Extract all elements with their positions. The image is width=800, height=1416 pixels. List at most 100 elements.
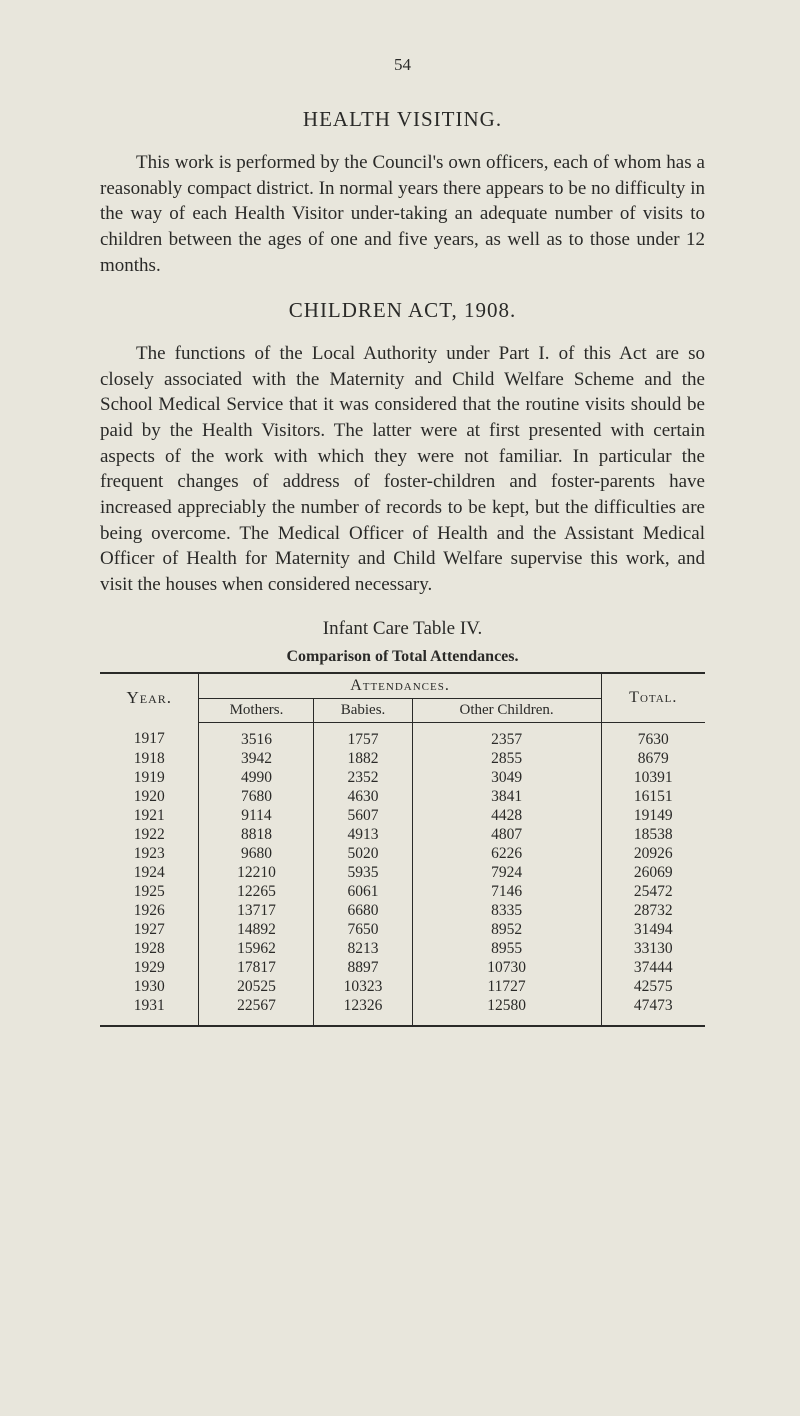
header-other: Other Children. [412, 698, 601, 722]
page-number: 54 [100, 55, 705, 75]
cell-other: 7146 [412, 882, 601, 901]
cell-year: 1921 [100, 806, 199, 825]
cell-year: 1917 [100, 722, 199, 749]
header-attendances: Attendances. [199, 673, 601, 699]
cell-year: 1928 [100, 939, 199, 958]
cell-other: 12580 [412, 996, 601, 1026]
cell-other: 8952 [412, 920, 601, 939]
cell-year: 1927 [100, 920, 199, 939]
cell-total: 7630 [601, 722, 705, 749]
paragraph-children-act: The functions of the Local Authority und… [100, 341, 705, 597]
table-row: 19183942188228558679 [100, 749, 705, 768]
cell-babies: 10323 [314, 977, 412, 996]
cell-other: 8335 [412, 901, 601, 920]
cell-year: 1930 [100, 977, 199, 996]
cell-other: 3049 [412, 768, 601, 787]
cell-mothers: 12265 [199, 882, 314, 901]
cell-year: 1919 [100, 768, 199, 787]
cell-babies: 8213 [314, 939, 412, 958]
cell-other: 11727 [412, 977, 601, 996]
cell-mothers: 4990 [199, 768, 314, 787]
cell-total: 31494 [601, 920, 705, 939]
cell-year: 1929 [100, 958, 199, 977]
header-babies: Babies. [314, 698, 412, 722]
table-row: 192076804630384116151 [100, 787, 705, 806]
cell-mothers: 3942 [199, 749, 314, 768]
cell-year: 1931 [100, 996, 199, 1026]
cell-year: 1925 [100, 882, 199, 901]
cell-year: 1923 [100, 844, 199, 863]
cell-other: 2357 [412, 722, 601, 749]
cell-mothers: 14892 [199, 920, 314, 939]
section-title-health-visiting: HEALTH VISITING. [100, 107, 705, 132]
cell-babies: 5935 [314, 863, 412, 882]
cell-mothers: 15962 [199, 939, 314, 958]
paragraph-text: This work is performed by the Council's … [100, 152, 705, 276]
table-row: 1924122105935792426069 [100, 863, 705, 882]
cell-babies: 7650 [314, 920, 412, 939]
table-row: 1925122656061714625472 [100, 882, 705, 901]
cell-year: 1918 [100, 749, 199, 768]
paragraph-text: The functions of the Local Authority und… [100, 343, 705, 595]
cell-other: 3841 [412, 787, 601, 806]
cell-mothers: 13717 [199, 901, 314, 920]
cell-total: 18538 [601, 825, 705, 844]
cell-mothers: 9114 [199, 806, 314, 825]
cell-other: 8955 [412, 939, 601, 958]
header-year: Year. [100, 673, 199, 723]
cell-babies: 1882 [314, 749, 412, 768]
cell-babies: 5607 [314, 806, 412, 825]
cell-babies: 4913 [314, 825, 412, 844]
cell-other: 6226 [412, 844, 601, 863]
cell-total: 19149 [601, 806, 705, 825]
cell-year: 1924 [100, 863, 199, 882]
table-row: 19173516175723577630 [100, 722, 705, 749]
cell-babies: 1757 [314, 722, 412, 749]
cell-mothers: 7680 [199, 787, 314, 806]
table-row: 1927148927650895231494 [100, 920, 705, 939]
table-row: 192191145607442819149 [100, 806, 705, 825]
cell-total: 26069 [601, 863, 705, 882]
cell-mothers: 22567 [199, 996, 314, 1026]
table-row: 193122567123261258047473 [100, 996, 705, 1026]
cell-mothers: 17817 [199, 958, 314, 977]
cell-other: 4428 [412, 806, 601, 825]
header-mothers: Mothers. [199, 698, 314, 722]
cell-total: 16151 [601, 787, 705, 806]
cell-total: 33130 [601, 939, 705, 958]
paragraph-health-visiting: This work is performed by the Council's … [100, 150, 705, 278]
cell-other: 7924 [412, 863, 601, 882]
cell-total: 20926 [601, 844, 705, 863]
cell-babies: 5020 [314, 844, 412, 863]
cell-mothers: 12210 [199, 863, 314, 882]
cell-other: 10730 [412, 958, 601, 977]
cell-babies: 12326 [314, 996, 412, 1026]
section-title-children-act: CHILDREN ACT, 1908. [100, 298, 705, 323]
table-row: 192396805020622620926 [100, 844, 705, 863]
cell-total: 10391 [601, 768, 705, 787]
cell-total: 8679 [601, 749, 705, 768]
table-row: 193020525103231172742575 [100, 977, 705, 996]
cell-babies: 2352 [314, 768, 412, 787]
cell-other: 2855 [412, 749, 601, 768]
cell-year: 1926 [100, 901, 199, 920]
cell-mothers: 8818 [199, 825, 314, 844]
table-row: 19291781788971073037444 [100, 958, 705, 977]
cell-other: 4807 [412, 825, 601, 844]
cell-year: 1922 [100, 825, 199, 844]
table-title: Infant Care Table IV. [100, 618, 705, 640]
cell-babies: 6680 [314, 901, 412, 920]
cell-year: 1920 [100, 787, 199, 806]
cell-mothers: 3516 [199, 722, 314, 749]
cell-total: 28732 [601, 901, 705, 920]
table-row: 1928159628213895533130 [100, 939, 705, 958]
table-row: 191949902352304910391 [100, 768, 705, 787]
cell-mothers: 9680 [199, 844, 314, 863]
table-row: 192288184913480718538 [100, 825, 705, 844]
cell-babies: 8897 [314, 958, 412, 977]
cell-babies: 4630 [314, 787, 412, 806]
header-total: Total. [601, 673, 705, 723]
attendances-table: Year. Attendances. Total. Mothers. Babie… [100, 672, 705, 1027]
cell-total: 25472 [601, 882, 705, 901]
table-subtitle: Comparison of Total Attendances. [100, 648, 705, 666]
